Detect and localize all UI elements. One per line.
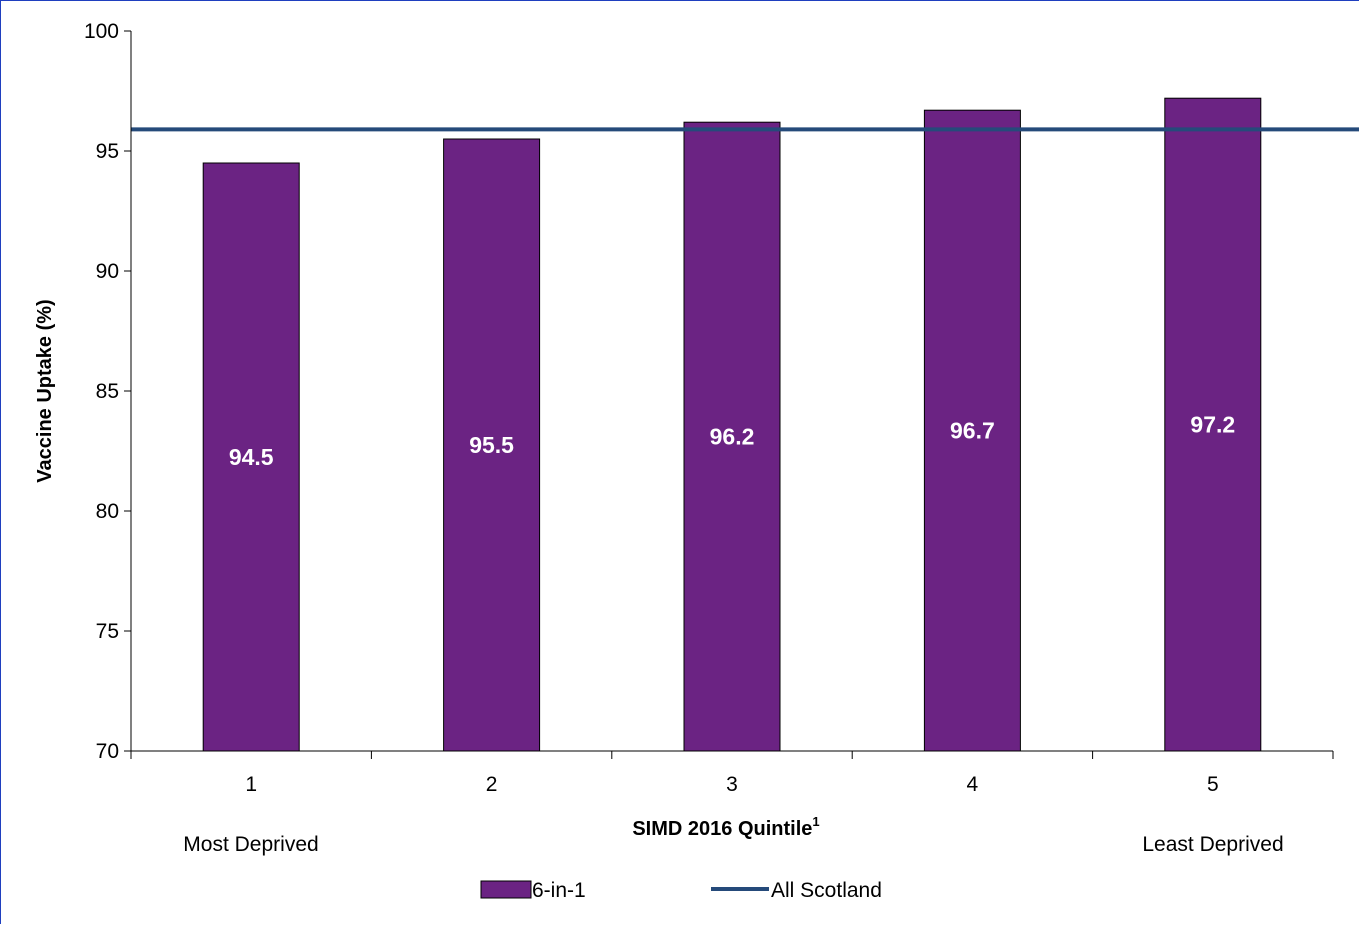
y-ticks-layer: 70 75 80 85 90 95 100 bbox=[84, 20, 131, 763]
data-label-1: 94.5 bbox=[229, 444, 274, 470]
data-labels-layer: 94.5 95.5 96.2 96.7 97.2 bbox=[229, 412, 1235, 470]
y-tick-label-100: 100 bbox=[84, 20, 119, 43]
x-tick-label-3: 3 bbox=[726, 773, 738, 796]
y-tick-label-80: 80 bbox=[96, 500, 119, 523]
x-tick-label-1: 1 bbox=[245, 773, 257, 796]
bar-1 bbox=[202, 162, 300, 752]
legend: 6-in-1 All Scotland bbox=[480, 879, 882, 902]
data-label-5: 97.2 bbox=[1190, 412, 1235, 438]
y-tick-label-85: 85 bbox=[96, 380, 119, 403]
bar-5 bbox=[1164, 97, 1262, 752]
x-ticks-layer: 1 2 3 4 5 bbox=[130, 751, 1334, 796]
x-tick-label-4: 4 bbox=[967, 773, 979, 796]
x-axis-title-text: SIMD 2016 Quintile bbox=[632, 818, 812, 840]
y-tick-label-70: 70 bbox=[96, 740, 119, 763]
x-tick-label-2: 2 bbox=[486, 773, 498, 796]
x-axis-title: SIMD 2016 Quintile1 bbox=[632, 814, 819, 840]
annotation-least-deprived: Least Deprived bbox=[1142, 833, 1283, 856]
y-tick-label-75: 75 bbox=[96, 620, 119, 643]
bars-layer bbox=[202, 97, 1262, 752]
data-label-3: 96.2 bbox=[710, 424, 755, 450]
legend-label-6-in-1: 6-in-1 bbox=[532, 879, 586, 902]
y-tick-label-95: 95 bbox=[96, 140, 119, 163]
annotation-most-deprived: Most Deprived bbox=[183, 833, 318, 856]
data-label-4: 96.7 bbox=[950, 418, 995, 444]
legend-label-all-scotland: All Scotland bbox=[771, 879, 882, 902]
x-axis-title-superscript: 1 bbox=[812, 814, 819, 829]
bar-3 bbox=[683, 121, 781, 752]
x-tick-label-5: 5 bbox=[1207, 773, 1219, 796]
data-label-2: 95.5 bbox=[469, 432, 514, 458]
y-axis-title: Vaccine Uptake (%) bbox=[34, 299, 56, 482]
bar-2 bbox=[443, 138, 541, 752]
bar-4 bbox=[923, 109, 1021, 752]
y-tick-label-90: 90 bbox=[96, 260, 119, 283]
legend-swatch-6-in-1 bbox=[480, 880, 532, 899]
